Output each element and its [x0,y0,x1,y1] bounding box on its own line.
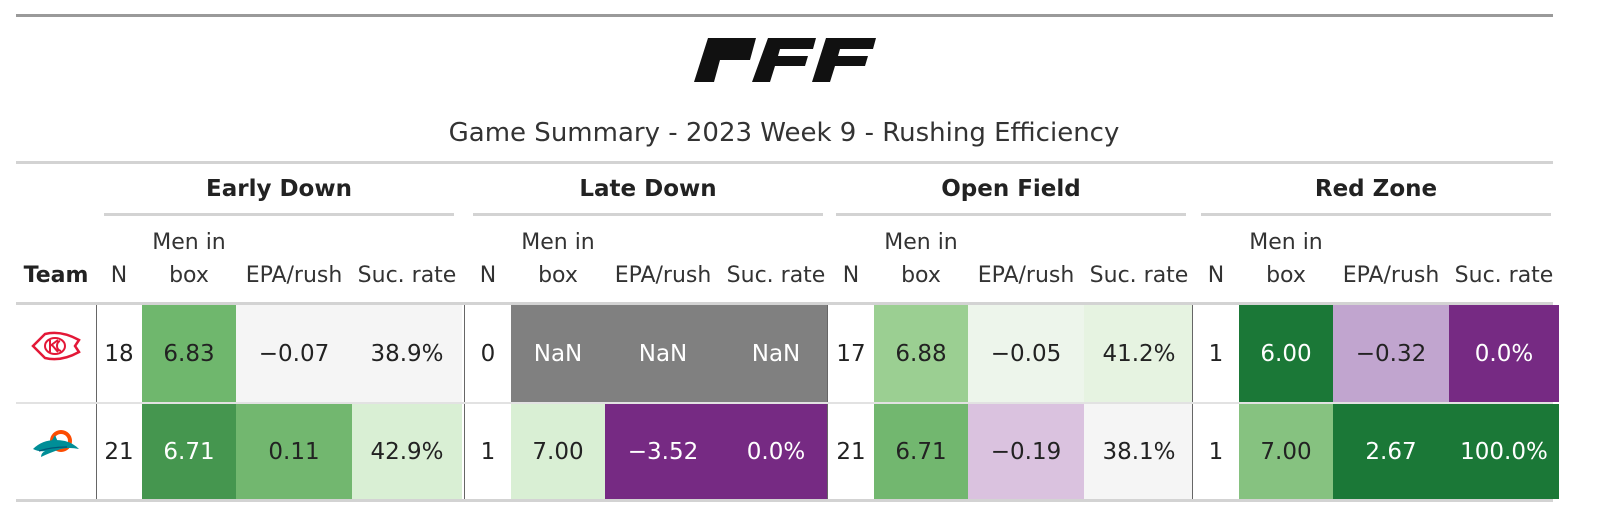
column-header-team: Team [23,263,89,288]
cell-men-in-box: 6.83 [142,305,236,402]
column-header-suc-rate: Suc. rate [726,263,826,288]
cell-suc-rate: NaN [721,305,831,402]
bottom-rule [16,499,1553,502]
dolphins-logo-icon [33,429,79,457]
cell-suc-rate: 41.2% [1084,305,1194,402]
column-header-n: N [1207,263,1225,288]
cell-epa-rush: 0.11 [236,404,352,499]
cell-epa-rush: −0.07 [236,305,352,402]
column-header-n: N [479,263,497,288]
cell-men-in-box: 6.88 [874,305,968,402]
top-rule [16,14,1553,17]
cell-epa-rush: −0.19 [968,404,1084,499]
cell-n: 18 [96,305,142,402]
cell-suc-rate: 42.9% [352,404,462,499]
cell-suc-rate: 38.1% [1084,404,1194,499]
team-logo-chiefs-logo [16,297,96,394]
group-rule [1201,213,1551,216]
group-rule [104,213,454,216]
cell-suc-rate: 0.0% [721,404,831,499]
cell-suc-rate: 0.0% [1449,305,1559,402]
cell-epa-rush: −0.05 [968,305,1084,402]
group-rule [473,213,823,216]
cell-epa-rush: 2.67 [1333,404,1449,499]
cell-suc-rate: 100.0% [1449,404,1559,499]
chiefs-logo-icon [31,331,81,360]
cell-n: 17 [828,305,874,402]
team-logo-dolphins-logo [16,396,96,491]
cell-n: 21 [96,404,142,499]
cell-n: 1 [465,404,511,499]
column-header-n: N [110,263,128,288]
column-header-n: N [842,263,860,288]
column-header-suc-rate: Suc. rate [1089,263,1189,288]
cell-men-in-box: NaN [511,305,605,402]
cell-epa-rush: −0.32 [1333,305,1449,402]
cell-men-in-box: 6.71 [142,404,236,499]
table-title: Game Summary - 2023 Week 9 - Rushing Eff… [448,118,1120,148]
cell-n: 1 [1193,305,1239,402]
column-header-men-in-box: Men in box [884,230,958,288]
column-header-epa-rush: EPA/rush [245,263,343,288]
column-header-suc-rate: Suc. rate [357,263,457,288]
cell-n: 21 [828,404,874,499]
column-header-men-in-box: Men in box [1249,230,1323,288]
column-header-men-in-box: Men in box [521,230,595,288]
cell-men-in-box: 7.00 [511,404,605,499]
group-label-early-down: Early Down [206,176,352,202]
pff-logo [694,38,876,82]
cell-men-in-box: 7.00 [1239,404,1333,499]
cell-n: 1 [1193,404,1239,499]
column-header-men-in-box: Men in box [152,230,226,288]
cell-suc-rate: 38.9% [352,305,462,402]
column-header-suc-rate: Suc. rate [1454,263,1554,288]
cell-epa-rush: −3.52 [605,404,721,499]
group-rule [836,213,1186,216]
group-label-late-down: Late Down [579,176,717,202]
cell-n: 0 [465,305,511,402]
column-header-epa-rush: EPA/rush [614,263,712,288]
cell-men-in-box: 6.71 [874,404,968,499]
column-header-epa-rush: EPA/rush [977,263,1075,288]
group-label-open-field: Open Field [941,176,1081,202]
cell-men-in-box: 6.00 [1239,305,1333,402]
column-header-epa-rush: EPA/rush [1342,263,1440,288]
group-label-red-zone: Red Zone [1314,176,1438,202]
row-divider [16,402,1553,404]
cell-epa-rush: NaN [605,305,721,402]
title-rule [16,161,1553,164]
header-rule [16,302,1553,305]
